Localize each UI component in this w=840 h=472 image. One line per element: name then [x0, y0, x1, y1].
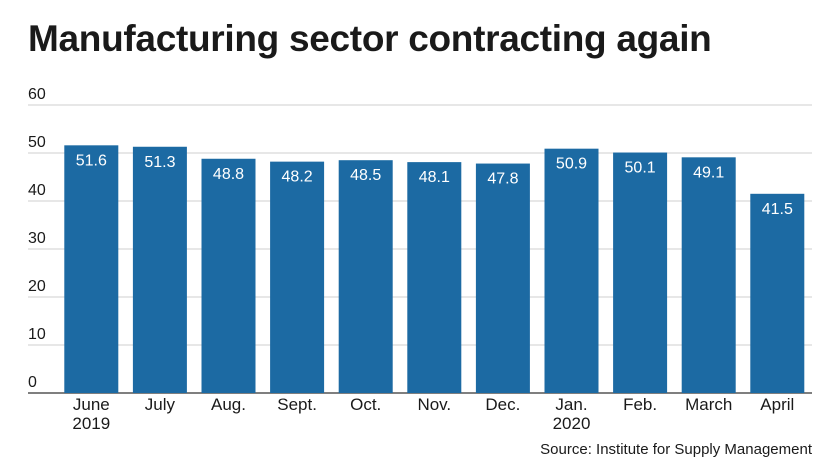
x-tick-label: Oct. [350, 395, 381, 414]
x-tick-label: June [73, 395, 110, 414]
bar [613, 152, 668, 393]
x-tick-label: Aug. [211, 395, 246, 414]
x-tick-label: 2019 [72, 414, 110, 433]
y-tick-label: 20 [28, 278, 46, 295]
source-note: Source: Institute for Supply Management [540, 441, 812, 458]
chart-title: Manufacturing sector contracting again [28, 18, 712, 59]
bar-value-label: 48.5 [350, 167, 381, 184]
bar-value-label: 51.3 [144, 154, 175, 171]
bar [681, 157, 736, 393]
x-tick-label: July [145, 395, 176, 414]
bar-value-label: 48.1 [419, 169, 450, 186]
bar-value-label: 49.1 [693, 164, 724, 181]
y-tick-label: 0 [28, 374, 37, 391]
bar-value-label: 41.5 [762, 201, 793, 218]
x-tick-label: Nov. [417, 395, 451, 414]
y-tick-label: 30 [28, 230, 46, 247]
bar [270, 161, 325, 393]
bar [201, 158, 256, 393]
x-tick-label: Sept. [277, 395, 317, 414]
bar [750, 193, 805, 393]
bar-value-label: 50.9 [556, 156, 587, 173]
x-tick-label: Feb. [623, 395, 657, 414]
bar-value-label: 48.2 [282, 169, 313, 186]
y-tick-label: 60 [28, 86, 46, 103]
bar [64, 145, 119, 393]
y-tick-label: 10 [28, 326, 46, 343]
bar-value-label: 50.1 [625, 160, 656, 177]
y-tick-label: 50 [28, 134, 46, 151]
x-tick-label: Jan. [555, 395, 587, 414]
bar [407, 162, 462, 393]
bar-value-label: 47.8 [487, 171, 518, 188]
x-tick-label: April [760, 395, 794, 414]
x-tick-label: March [685, 395, 732, 414]
x-tick-label: 2020 [553, 414, 591, 433]
bar [338, 160, 393, 393]
bar [544, 148, 599, 393]
x-tick-label: Dec. [485, 395, 520, 414]
bar [475, 163, 530, 393]
bar-value-label: 51.6 [76, 152, 107, 169]
bar-value-label: 48.8 [213, 166, 244, 183]
y-tick-label: 40 [28, 182, 46, 199]
bar [132, 146, 187, 393]
